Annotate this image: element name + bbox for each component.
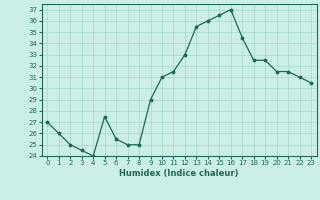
X-axis label: Humidex (Indice chaleur): Humidex (Indice chaleur) [119,169,239,178]
